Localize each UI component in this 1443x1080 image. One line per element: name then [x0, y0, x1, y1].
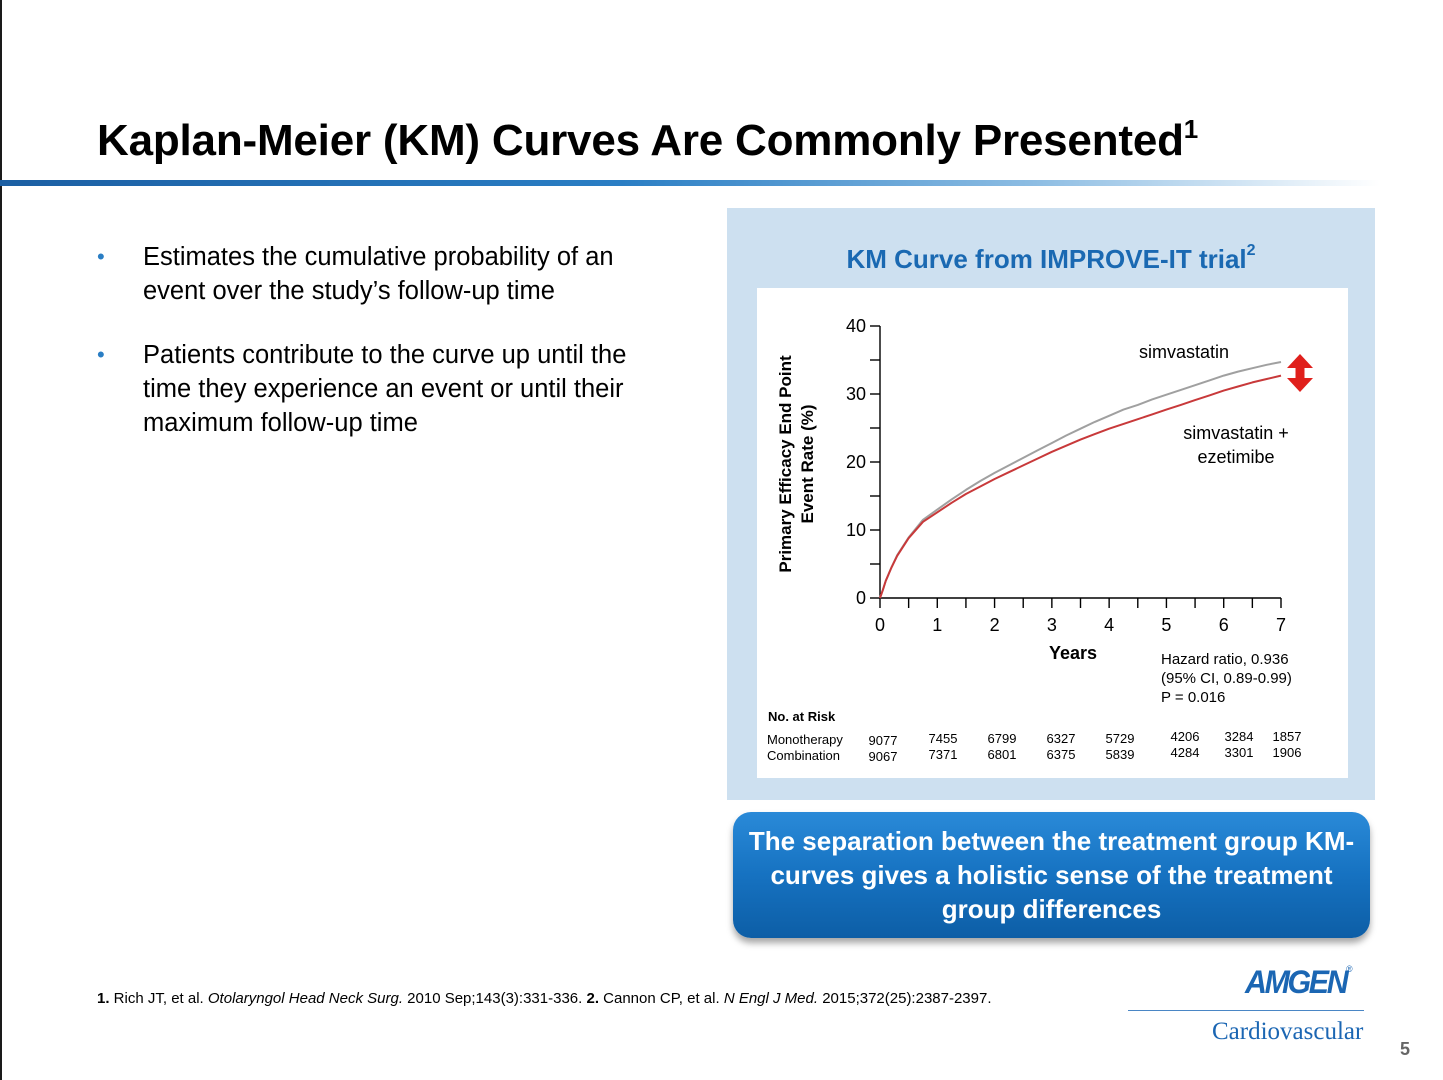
series-line-combination — [879, 374, 1282, 599]
difference-arrow-up — [1287, 354, 1313, 368]
km-chart: 0 10 20 30 40 0 1 2 3 4 5 6 7 Years Primary Efficacy E… — [767, 316, 1313, 764]
chart-panel: KM Curve from IMPROVE-IT trial2 0 10 20 30 4… — [727, 208, 1375, 800]
bullet-dot: • — [97, 342, 105, 367]
bullet-list: • Estimates the cumulative probability o… — [97, 240, 677, 470]
y-tick-label: 0 — [856, 588, 866, 608]
x-tick-label: 3 — [1047, 615, 1057, 635]
logo-subtitle: Cardiovascular — [1212, 1018, 1364, 1045]
risk-table-cell: 5729 — [1106, 731, 1135, 746]
risk-table-header: No. at Risk — [768, 709, 836, 724]
risk-table-cell: 1857 — [1273, 729, 1302, 744]
left-border — [0, 0, 2, 1080]
series-label-line: simvastatin + — [1183, 423, 1289, 443]
y-tick-label: 10 — [846, 520, 866, 540]
risk-table-cell: 4284 — [1171, 745, 1200, 760]
risk-table-cell: 7371 — [929, 747, 958, 762]
hazard-ratio-line: P = 0.016 — [1161, 689, 1225, 706]
risk-table-cell: 9067 — [869, 749, 898, 764]
risk-table-cell: 4206 — [1171, 729, 1200, 744]
callout-text: The separation between the treatment gro… — [748, 826, 1355, 924]
difference-arrow-down — [1287, 378, 1313, 392]
risk-table-cell: 6801 — [988, 747, 1017, 762]
series-label-simvastatin: simvastatin — [1139, 342, 1229, 362]
risk-table-cell: 6327 — [1047, 731, 1076, 746]
risk-row-monotherapy-label: Monotherapy — [767, 732, 843, 747]
bullet-dot: • — [97, 244, 105, 269]
risk-table-cell: 1906 — [1273, 745, 1302, 760]
bullet-item: • Patients contribute to the curve up un… — [97, 338, 677, 440]
hazard-ratio-line: (95% CI, 0.89-0.99) — [1161, 670, 1292, 687]
x-tick-label: 7 — [1276, 615, 1286, 635]
risk-table-cell: 5839 — [1106, 747, 1135, 762]
page-number: 5 — [1400, 1039, 1411, 1059]
y-axis-label: Primary Efficacy End Point Event Rate (%) — [776, 355, 817, 573]
difference-arrow-shaft — [1295, 367, 1305, 379]
callout-box: The separation between the treatment gro… — [733, 812, 1370, 938]
risk-table-cell: 3301 — [1225, 745, 1254, 760]
y-axis-label-line: Event Rate (%) — [798, 404, 817, 523]
bullet-item: • Estimates the cumulative probability o… — [97, 240, 677, 308]
series-line-simvastatin — [879, 361, 1282, 599]
series-label-line: ezetimibe — [1197, 447, 1274, 467]
title-rule — [0, 180, 1380, 186]
y-tick-label: 30 — [846, 384, 866, 404]
x-tick-label: 2 — [990, 615, 1000, 635]
page-title: Kaplan-Meier (KM) Curves Are Commonly Pr… — [97, 114, 1199, 165]
y-axis-label-line: Primary Efficacy End Point — [776, 355, 795, 573]
chart-title: KM Curve from IMPROVE-IT trial2 — [846, 242, 1256, 274]
risk-row-combination-label: Combination — [767, 748, 840, 763]
risk-table-cell: 6799 — [988, 731, 1017, 746]
x-tick-label: 4 — [1104, 615, 1114, 635]
hazard-ratio-line: Hazard ratio, 0.936 — [1161, 651, 1289, 668]
risk-table-cell: 6375 — [1047, 747, 1076, 762]
logo-rule — [1128, 1010, 1364, 1011]
bullet-text: Patients contribute to the curve up unti… — [143, 341, 627, 437]
risk-table-cell: 3284 — [1225, 729, 1254, 744]
risk-table-cell: 9077 — [869, 733, 898, 748]
x-tick-label: 0 — [875, 615, 885, 635]
chart-box: 0 10 20 30 40 0 1 2 3 4 5 6 7 Years Primary Efficacy E… — [757, 288, 1348, 778]
amgen-logo: AMGEN® — [1245, 964, 1353, 1000]
x-axis-label: Years — [1049, 643, 1097, 663]
series-label-combination: simvastatin + ezetimibe — [1183, 423, 1289, 467]
x-tick-label: 6 — [1219, 615, 1229, 635]
y-tick-label: 40 — [846, 316, 866, 336]
risk-table-cell: 7455 — [929, 731, 958, 746]
footnote: 1. Rich JT, et al. Otolaryngol Head Neck… — [97, 990, 992, 1007]
bullet-text: Estimates the cumulative probability of … — [143, 243, 614, 305]
x-tick-label: 1 — [932, 615, 942, 635]
y-tick-label: 20 — [846, 452, 866, 472]
x-tick-label: 5 — [1161, 615, 1171, 635]
